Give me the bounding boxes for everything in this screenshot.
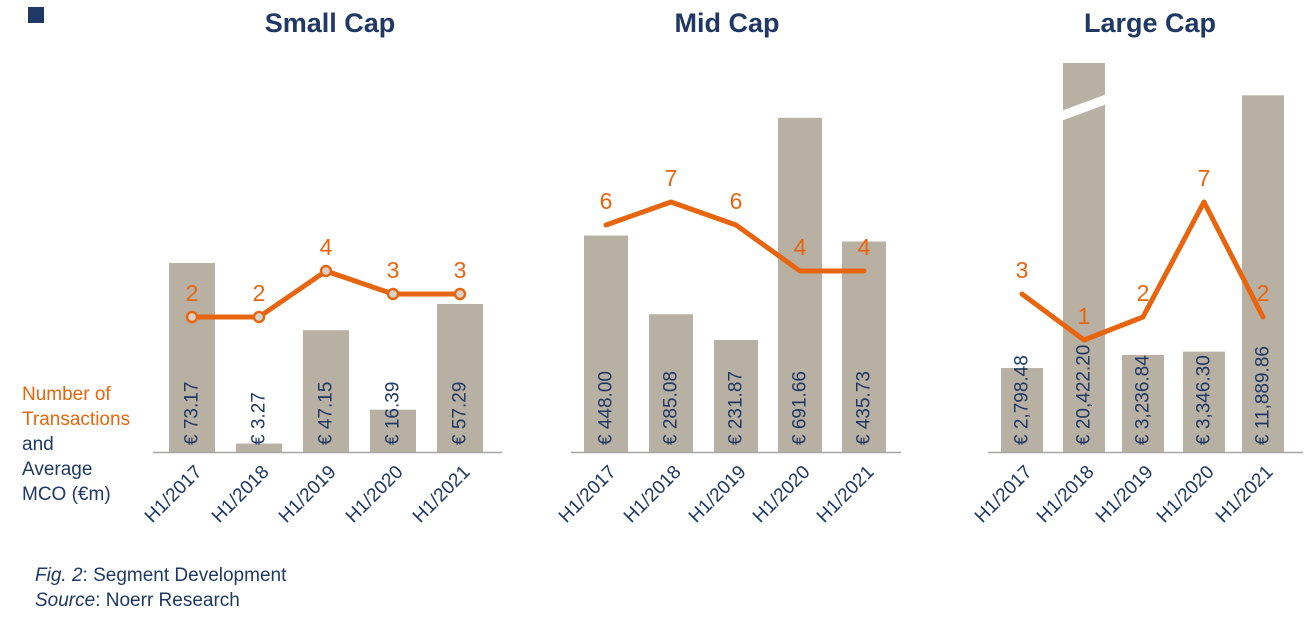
bar-H1/2019: [714, 339, 758, 452]
line-value-label: 6: [730, 188, 743, 214]
x-tick-label: H1/2017: [555, 462, 621, 528]
bar-H1/2018: [236, 443, 282, 452]
chart-mid-cap: € 448.00 € 285.08 € 231.87 € 691.66 € 435.73…: [555, 117, 901, 528]
legend-bar-series-label-2: MCO (€m): [22, 484, 111, 505]
line-marker: [453, 287, 467, 301]
bar-value-label: € 285.08: [661, 371, 682, 445]
line-value-label: 2: [186, 280, 199, 306]
x-tick-label: H1/2019: [275, 462, 341, 528]
bar-H1/2021: [1242, 95, 1284, 452]
line-marker: [319, 264, 333, 278]
bar-H1/2021: [842, 241, 886, 452]
bar-value-label: € 2,798.48: [1012, 355, 1033, 445]
figure-caption: Fig. 2: Segment Development Source: Noer…: [35, 563, 286, 613]
transactions-line: [189, 268, 463, 320]
x-tick-label: H1/2020: [342, 462, 408, 528]
bar-H1/2017: [1001, 368, 1043, 452]
x-tick-label: H1/2017: [971, 462, 1037, 528]
chart-small-cap: € 73.17 € 3.27 € 47.15 € 16.39 € 57.29 H1/201…: [141, 234, 502, 527]
bar-value-label: € 691.66: [790, 371, 811, 445]
transactions-line: [1019, 199, 1266, 343]
x-tick-label: H1/2020: [749, 462, 815, 528]
bar-value-label: € 73.17: [182, 382, 203, 445]
figure-caption-line: Fig. 2: Segment Development: [35, 563, 286, 588]
bar-H1/2017: [584, 235, 628, 452]
chart-title-large-cap: Large Cap: [1083, 8, 1217, 38]
axis-legend-note: Number of Transactions and Average MCO (…: [22, 382, 162, 507]
line-marker: [386, 287, 400, 301]
chart-title-small-cap: Small Cap: [264, 8, 396, 38]
bar-value-label: € 16.39: [383, 382, 404, 445]
bar-value-label: € 448.00: [596, 371, 617, 445]
line-value-label: 2: [253, 280, 266, 306]
x-tick-label: H1/2021: [813, 462, 879, 528]
figure-title-text: : Segment Development: [82, 565, 287, 586]
line-value-label: 3: [1016, 257, 1029, 283]
bar-H1/2019: [303, 330, 349, 452]
source-text: : Noerr Research: [95, 590, 240, 611]
bar-value-label: € 231.87: [726, 371, 747, 445]
source-label: Source: [35, 590, 96, 611]
bar-value-label: € 3,236.84: [1133, 355, 1154, 445]
x-tick-label: H1/2018: [1033, 462, 1099, 528]
figure-number: Fig. 2: [35, 565, 83, 586]
bar-value-label: € 435.73: [854, 371, 875, 445]
chart-title-mid-cap: Mid Cap: [674, 8, 780, 38]
source-caption-line: Source: Noerr Research: [35, 588, 286, 613]
x-tick-label: H1/2019: [685, 462, 751, 528]
line-marker: [252, 310, 266, 324]
line-value-label: 3: [387, 257, 400, 283]
bar-value-label: € 47.15: [316, 382, 337, 445]
x-tick-label: H1/2021: [409, 462, 475, 528]
corner-accent-square: [28, 7, 44, 23]
bar-value-label: € 20,422.20: [1074, 345, 1095, 445]
chart-large-cap: € 2,798.48 € 20,422.20 € 3,236.84 € 3,346.3…: [971, 63, 1303, 527]
line-value-label: 2: [1257, 280, 1270, 306]
bar-H1/2018: [649, 314, 693, 452]
legend-line-series-label-1: Number of: [22, 384, 111, 405]
bar-H1/2018: [1063, 63, 1105, 452]
bar-H1/2021: [437, 304, 483, 452]
line-value-label: 2: [1137, 280, 1150, 306]
legend-bar-series-label-1: Average: [22, 459, 93, 480]
line-value-label: 6: [600, 188, 613, 214]
x-tick-label: H1/2018: [208, 462, 274, 528]
line-value-label: 7: [665, 165, 678, 191]
bar-H1/2020: [1183, 351, 1225, 452]
line-value-label: 1: [1078, 303, 1091, 329]
bar-value-label: € 57.29: [450, 382, 471, 445]
transactions-line: [603, 199, 867, 274]
bar-H1/2020: [370, 409, 416, 452]
x-tick-label: H1/2019: [1092, 462, 1158, 528]
bar-value-label: € 3.27: [249, 392, 270, 445]
x-tick-label: H1/2018: [620, 462, 686, 528]
x-tick-label: H1/2021: [1212, 462, 1278, 528]
x-tick-label: H1/2020: [1153, 462, 1219, 528]
legend-connector-label: and: [22, 434, 54, 455]
bar-H1/2019: [1122, 354, 1164, 452]
line-value-label: 4: [794, 234, 807, 260]
line-value-label: 3: [454, 257, 467, 283]
axis-break-mark: [1061, 94, 1107, 121]
bar-H1/2020: [778, 117, 822, 452]
legend-line-series-label-2: Transactions: [22, 409, 131, 430]
bar-value-label: € 11,889.86: [1253, 346, 1274, 445]
bar-value-label: € 3,346.30: [1194, 355, 1215, 445]
line-value-label: 7: [1198, 165, 1211, 191]
line-value-label: 4: [320, 234, 333, 260]
bar-H1/2017: [169, 263, 215, 452]
line-value-label: 4: [858, 234, 871, 260]
line-marker: [185, 310, 199, 324]
